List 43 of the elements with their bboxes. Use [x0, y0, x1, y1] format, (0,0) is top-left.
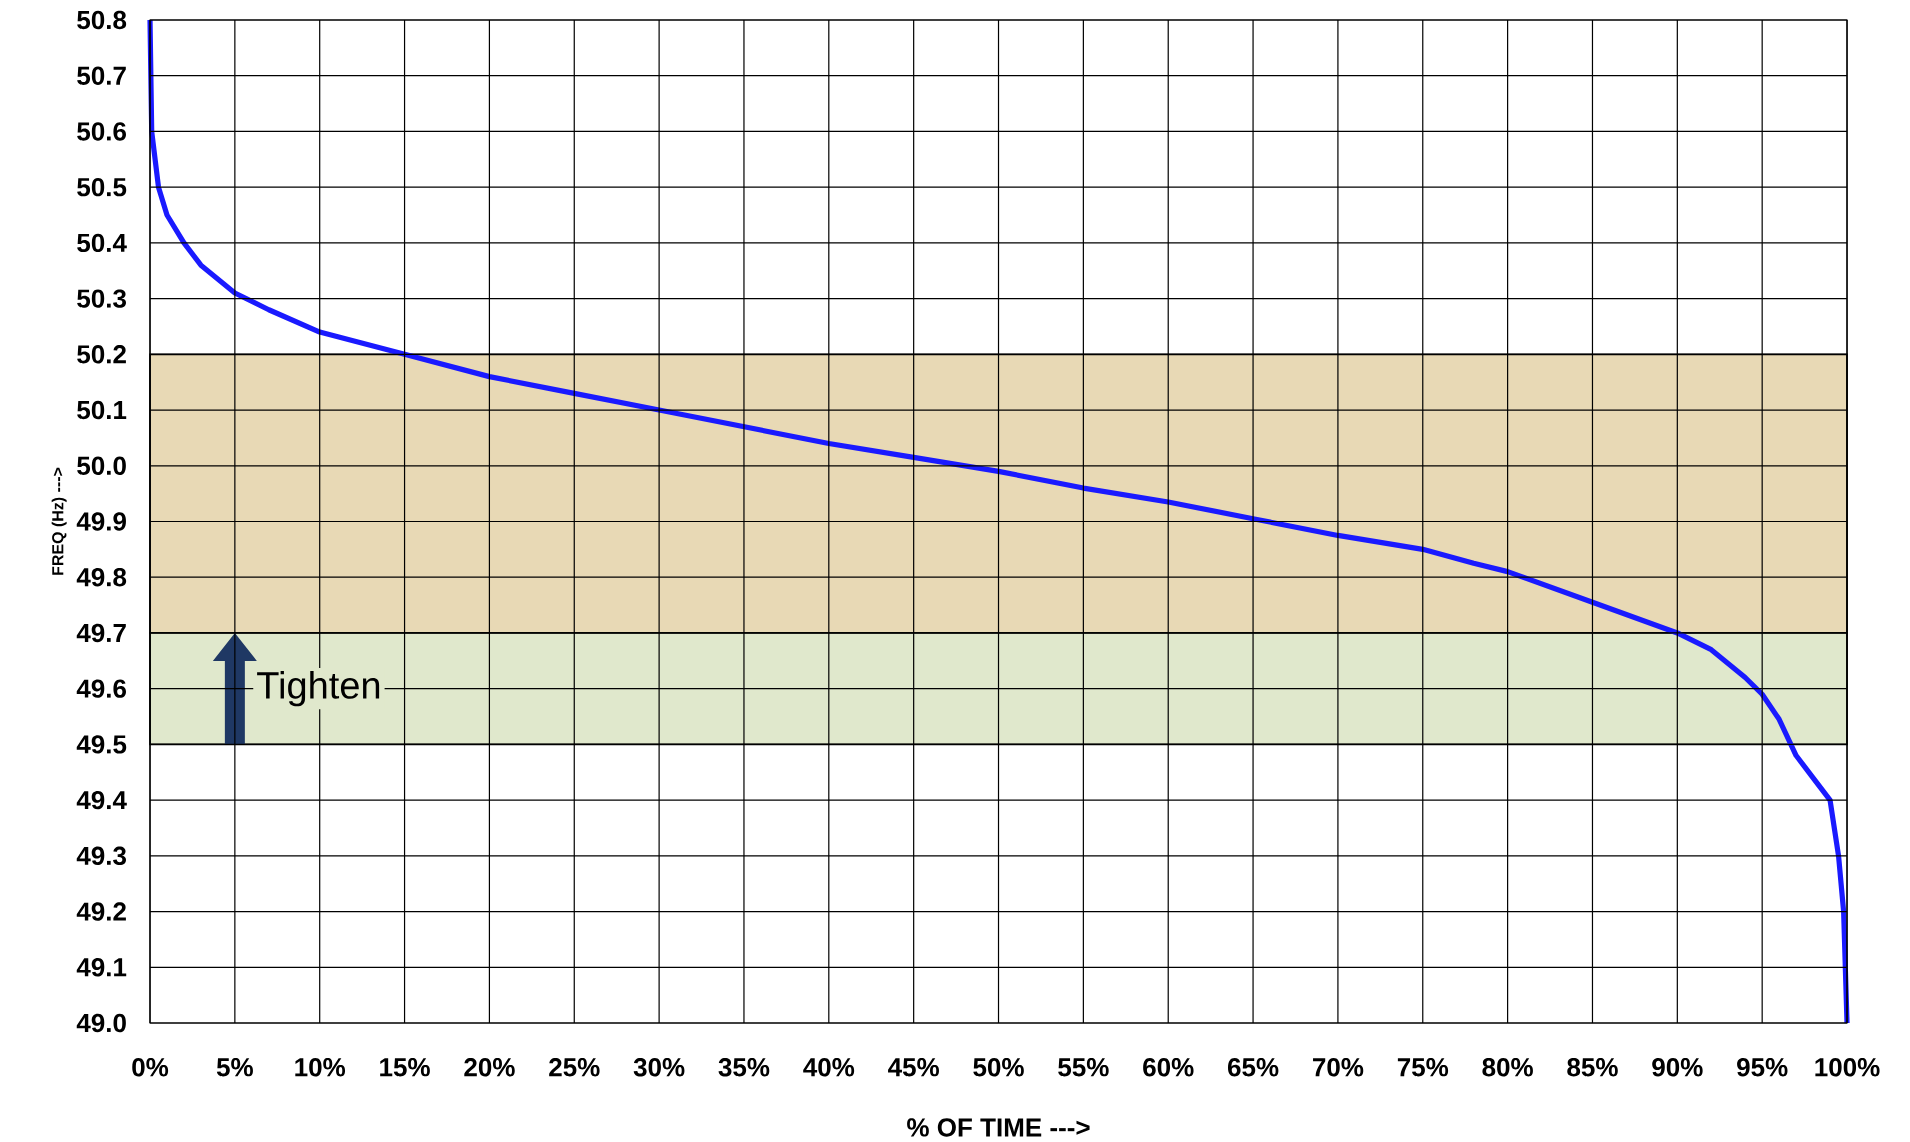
x-tick-label: 35%: [718, 1058, 770, 1077]
y-tick-label: 50.1: [77, 400, 127, 420]
x-tick-label: 40%: [803, 1058, 855, 1077]
y-tick-label: 49.2: [76, 902, 126, 921]
y-tick-label: 50.2: [77, 345, 126, 364]
x-tick-label: 45%: [888, 1058, 939, 1077]
x-tick-label: 75%: [1397, 1058, 1449, 1077]
x-tick-label: 85%: [1567, 1058, 1618, 1077]
y-tick-label: 50.0: [77, 456, 126, 475]
y-axis-title: FREQ (Hz) --->: [51, 467, 67, 575]
x-tick-label: 0%: [132, 1058, 169, 1077]
y-tick-label: 50.3: [77, 289, 126, 308]
y-tick-label: 49.8: [76, 568, 127, 587]
y-tick-label: 49.6: [76, 679, 126, 698]
x-tick-label: 30%: [633, 1058, 685, 1077]
x-tick-label: 55%: [1058, 1058, 1109, 1077]
y-tick-label: 49.5: [76, 735, 127, 754]
x-tick-label: 15%: [380, 1058, 430, 1077]
x-tick-label: 100%: [1815, 1058, 1880, 1077]
x-tick-label: 50%: [973, 1058, 1024, 1077]
x-axis-title: % OF TIME --->: [907, 1118, 1090, 1137]
y-tick-label: 50.8: [77, 10, 127, 30]
x-tick-label: 70%: [1313, 1058, 1364, 1077]
y-tick-label: 49.9: [76, 512, 126, 531]
y-tick-label: 49.4: [76, 790, 127, 810]
y-tick-label: 50.5: [77, 177, 127, 197]
annotation: Tighten: [257, 670, 380, 707]
y-tick-label: 49.1: [76, 958, 127, 977]
y-tick-label: 50.4: [77, 233, 127, 253]
x-tick-label: 20%: [464, 1058, 515, 1077]
x-tick-label: 5%: [216, 1058, 253, 1077]
y-tick-label: 49.3: [76, 846, 126, 866]
x-tick-label: 10%: [295, 1058, 346, 1077]
x-tick-label: 90%: [1652, 1058, 1703, 1077]
y-tick-label: 49.7: [76, 623, 126, 643]
x-tick-label: 80%: [1482, 1058, 1533, 1077]
y-tick-label: 50.7: [77, 66, 126, 85]
x-tick-label: 95%: [1737, 1058, 1788, 1077]
x-tick-label: 25%: [549, 1058, 600, 1077]
y-tick-label: 49.0: [76, 1013, 126, 1033]
x-tick-label: 60%: [1143, 1058, 1194, 1077]
x-tick-label: 65%: [1227, 1058, 1279, 1077]
y-tick-label: 50.6: [77, 122, 126, 141]
